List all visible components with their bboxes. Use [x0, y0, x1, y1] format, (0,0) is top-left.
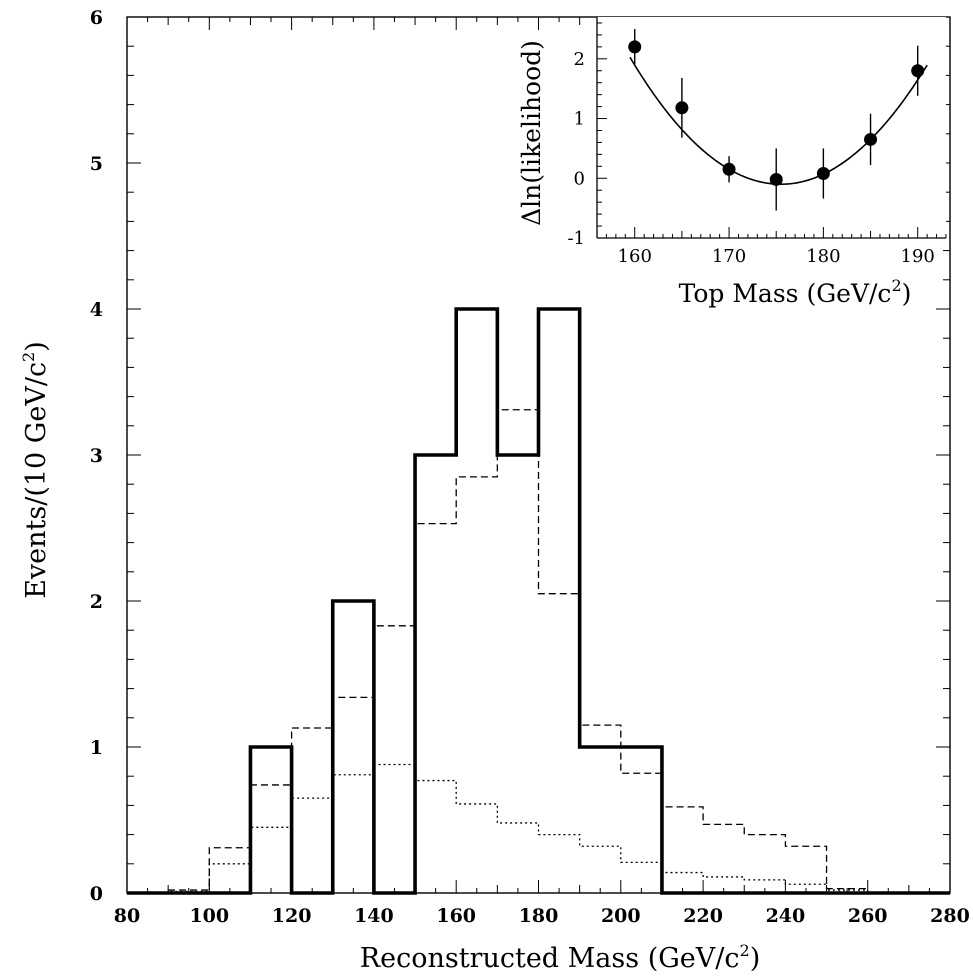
inset-background	[597, 17, 946, 238]
inset-data-point	[722, 162, 736, 176]
y-tick-label: 1	[90, 737, 103, 759]
inset-data-point	[628, 40, 642, 54]
main-histograms	[127, 307, 950, 895]
inset-y-tick-label: 2	[574, 49, 585, 70]
inset-data-point	[816, 166, 830, 180]
inset-y-axis-title: Δln(likelihood)	[517, 40, 546, 226]
y-tick-label: 6	[90, 7, 103, 29]
inset-x-tick-label: 170	[712, 246, 746, 267]
x-axis-title: Reconstructed Mass (GeV/c2)	[360, 941, 760, 974]
y-tick-label: 4	[90, 299, 103, 321]
inset-x-tick-label: 180	[806, 246, 840, 267]
y-axis-title-group: Events/(10 GeV/c2)	[19, 341, 52, 599]
y-axis-title: Events/(10 GeV/c2)	[19, 341, 52, 599]
inset-data-point	[675, 101, 689, 115]
x-tick-label: 280	[930, 905, 970, 927]
x-tick-label: 220	[683, 905, 723, 927]
inset-data-point	[864, 132, 878, 146]
x-tick-label: 140	[354, 905, 394, 927]
y-tick-label: 0	[90, 883, 103, 905]
x-tick-label: 80	[114, 905, 140, 927]
inset-y-axis-title-group: Δln(likelihood)	[517, 40, 546, 226]
inset-data-point	[769, 172, 783, 186]
y-tick-label: 2	[90, 591, 103, 613]
x-tick-label: 240	[766, 905, 806, 927]
x-tick-label: 260	[848, 905, 888, 927]
inset-data-point	[911, 64, 925, 78]
inset-y-tick-label: 1	[574, 109, 585, 130]
inset-x-tick-label: 160	[618, 246, 652, 267]
histogram-dashed	[127, 409, 950, 894]
y-tick-label: 5	[90, 153, 103, 175]
y-tick-label: 3	[90, 445, 103, 467]
inset-x-axis-title: Top Mass (GeV/c2)	[679, 276, 912, 308]
axis-titles: Reconstructed Mass (GeV/c2) Events/(10 Ge…	[19, 341, 760, 974]
inset-x-tick-label: 190	[901, 246, 935, 267]
inset-y-tick-label: -1	[567, 228, 585, 249]
inset-y-tick-label: 0	[574, 168, 585, 189]
x-tick-label: 100	[189, 905, 229, 927]
inset-chart: 160 170 180 190 -1 0 1 2 Top Mass (GeV/c2) Δln(li…	[517, 17, 947, 308]
x-tick-label: 180	[519, 905, 559, 927]
x-tick-label: 200	[601, 905, 641, 927]
x-tick-label: 160	[436, 905, 476, 927]
x-tick-label: 120	[272, 905, 312, 927]
histogram-dotted	[127, 763, 950, 894]
